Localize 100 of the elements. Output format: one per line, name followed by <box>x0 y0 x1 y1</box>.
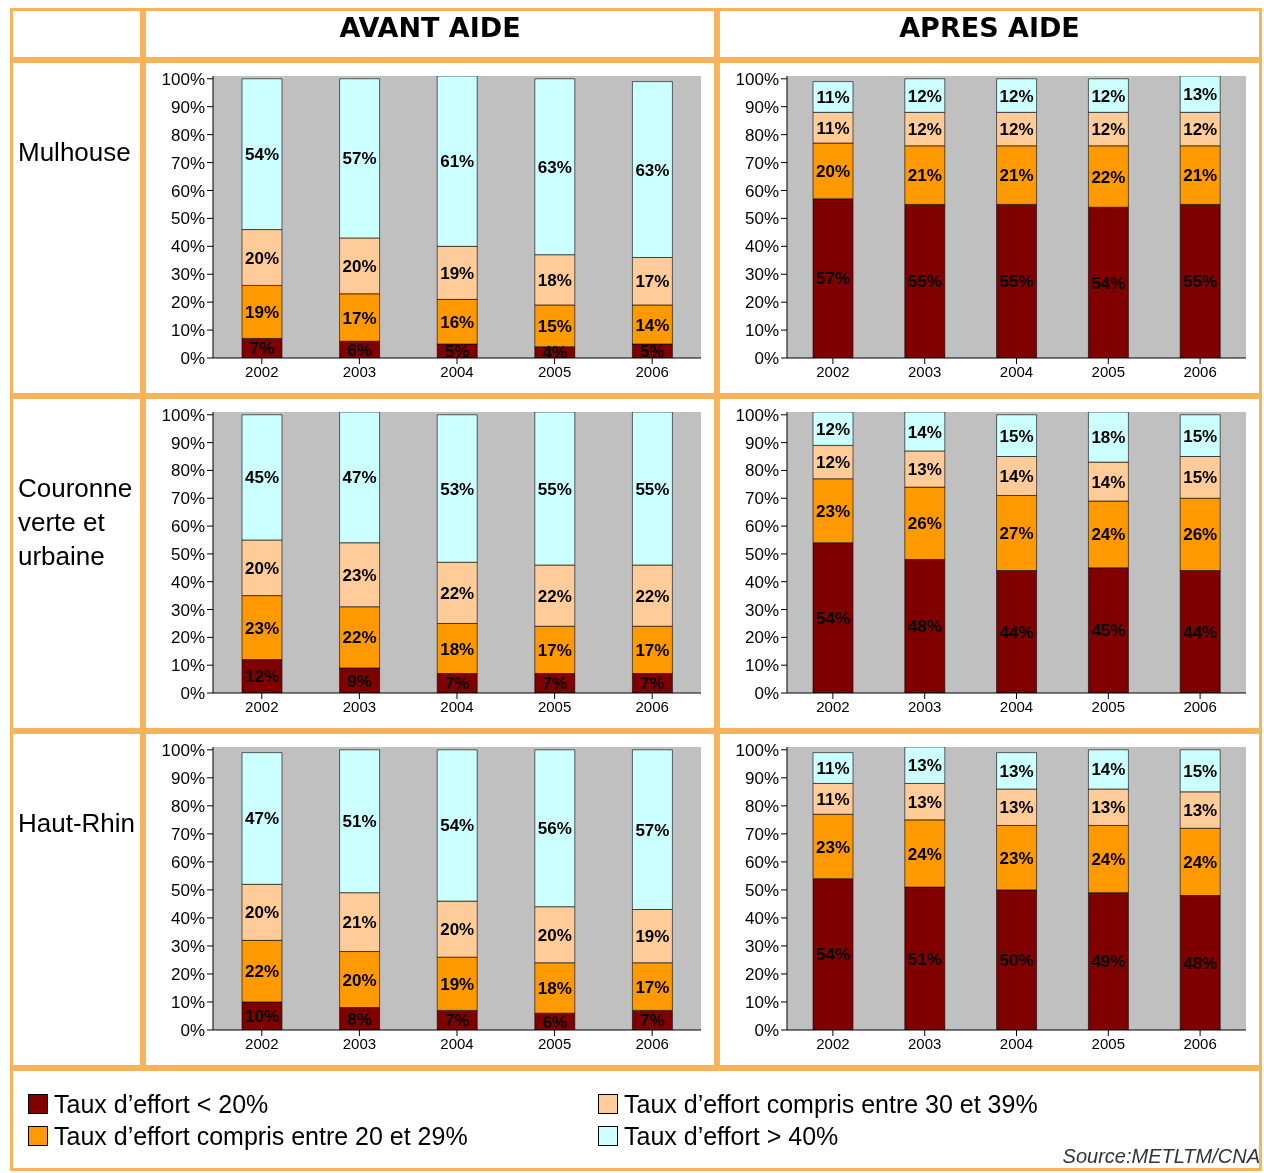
y-tick-label: 50% <box>170 880 205 900</box>
chart-title: AVANT AIDE <box>338 12 522 43</box>
x-tick-label: 2003 <box>908 697 942 715</box>
data-label: 15% <box>537 316 572 336</box>
y-tick-label: 100% <box>161 69 205 89</box>
data-label: 50% <box>999 950 1034 970</box>
y-tick-label: 100% <box>735 740 779 760</box>
y-tick-label: 70% <box>744 153 779 173</box>
y-tick-label: 20% <box>744 965 779 984</box>
y-tick-label: 100% <box>161 405 205 425</box>
data-label: 7% <box>542 674 568 694</box>
data-label: 17% <box>635 977 670 997</box>
data-label: 7% <box>249 339 275 359</box>
y-tick-label: 10% <box>744 993 779 1013</box>
data-label: 26% <box>1183 525 1218 545</box>
data-label: 49% <box>1091 952 1126 972</box>
y-tick-label: 40% <box>170 237 205 257</box>
data-label: 53% <box>440 479 475 499</box>
data-label: 14% <box>999 467 1034 487</box>
data-label: 23% <box>999 848 1034 868</box>
y-tick-label: 90% <box>170 433 205 453</box>
data-label: 22% <box>342 628 377 648</box>
y-tick-label: 100% <box>161 740 205 760</box>
data-label: 22% <box>440 583 475 603</box>
data-label: 63% <box>635 160 670 180</box>
data-label: 48% <box>907 617 942 637</box>
y-tick-label: 30% <box>170 265 205 285</box>
data-label: 14% <box>1091 472 1126 492</box>
data-label: 45% <box>1091 621 1126 641</box>
data-label: 13% <box>907 792 942 812</box>
data-label: 20% <box>342 256 377 276</box>
y-tick-label: 80% <box>170 796 205 816</box>
x-tick-label: 2005 <box>537 1034 572 1052</box>
y-tick-label: 50% <box>744 209 779 229</box>
data-label: 22% <box>635 586 670 606</box>
x-tick-label: 2003 <box>908 1034 942 1052</box>
data-label: 21% <box>342 913 377 933</box>
y-tick-label: 60% <box>170 517 205 537</box>
data-label: 6% <box>542 1012 568 1032</box>
data-label: 12% <box>244 667 280 687</box>
y-tick-label: 70% <box>744 489 779 509</box>
data-label: 13% <box>1183 85 1218 105</box>
data-label: 54% <box>440 816 475 836</box>
data-label: 20% <box>537 925 572 945</box>
data-label: 13% <box>999 761 1034 781</box>
y-tick-label: 0% <box>754 1021 779 1041</box>
data-label: 8% <box>347 1009 372 1029</box>
x-tick-label: 2006 <box>1183 1034 1217 1052</box>
legend-label: Taux d’effort compris entre 20 et 29% <box>54 1121 468 1151</box>
y-tick-label: 30% <box>744 265 779 285</box>
data-label: 55% <box>537 479 572 499</box>
data-label: 7% <box>444 1011 470 1031</box>
data-label: 12% <box>1091 120 1126 140</box>
x-tick-label: 2004 <box>440 1034 474 1052</box>
x-tick-label: 2005 <box>1091 362 1125 380</box>
x-tick-label: 2005 <box>1091 1034 1125 1052</box>
data-label: 12% <box>907 120 942 140</box>
y-tick-label: 80% <box>170 125 205 145</box>
y-tick-label: 60% <box>744 181 779 201</box>
data-label: 12% <box>1183 120 1218 140</box>
data-label: 57% <box>815 269 851 289</box>
x-tick-label: 2004 <box>999 362 1034 380</box>
data-label: 48% <box>1183 953 1218 973</box>
data-label: 18% <box>1091 428 1126 448</box>
x-tick-label: 2003 <box>908 362 942 380</box>
data-label: 15% <box>1183 468 1218 488</box>
y-tick-label: 80% <box>744 125 779 145</box>
x-tick-label: 2006 <box>635 697 669 715</box>
y-tick-label: 50% <box>170 544 205 564</box>
data-label: 11% <box>816 87 850 107</box>
y-tick-label: 20% <box>744 293 779 313</box>
data-label: 22% <box>537 586 572 606</box>
x-tick-label: 2004 <box>999 697 1034 715</box>
y-tick-label: 60% <box>170 181 205 201</box>
y-tick-label: 60% <box>744 852 779 872</box>
x-tick-label: 2006 <box>635 1034 669 1052</box>
data-label: 55% <box>999 272 1034 292</box>
y-tick-label: 80% <box>170 461 205 481</box>
x-tick-label: 2002 <box>816 362 850 380</box>
data-label: 57% <box>635 820 670 840</box>
legend-label: Taux d’effort > 40% <box>624 1121 839 1151</box>
data-label: 12% <box>999 120 1034 140</box>
data-label: 57% <box>342 149 377 169</box>
y-tick-label: 40% <box>744 908 779 928</box>
y-tick-label: 30% <box>744 600 779 620</box>
x-tick-label: 2002 <box>245 362 279 380</box>
data-label: 12% <box>815 419 851 439</box>
data-label: 21% <box>907 166 942 186</box>
data-label: 20% <box>440 920 475 940</box>
data-label: 24% <box>1183 852 1218 872</box>
data-label: 20% <box>815 161 851 181</box>
data-label: 13% <box>1091 798 1126 818</box>
y-tick-label: 20% <box>744 628 779 648</box>
data-label: 15% <box>1183 761 1218 781</box>
y-tick-label: 40% <box>170 572 205 592</box>
x-tick-label: 2002 <box>245 1034 279 1052</box>
source-note: Source:METLTM/CNA <box>1062 1145 1260 1168</box>
data-label: 18% <box>537 979 572 999</box>
y-tick-label: 10% <box>170 993 205 1013</box>
y-tick-label: 50% <box>744 880 779 900</box>
